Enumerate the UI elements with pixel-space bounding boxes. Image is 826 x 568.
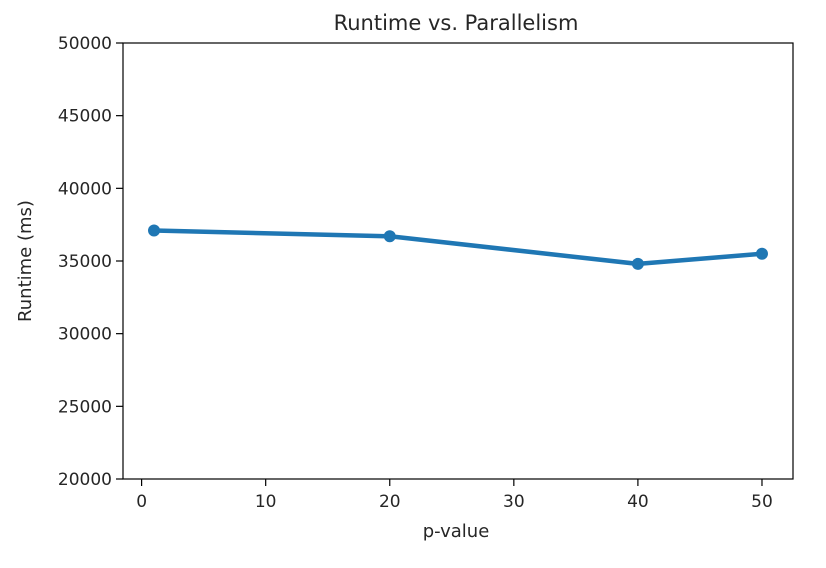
y-tick-label: 35000 xyxy=(58,252,112,272)
y-tick-label: 50000 xyxy=(58,34,112,54)
x-tick-label: 50 xyxy=(751,492,773,512)
y-tick-label: 40000 xyxy=(58,179,112,199)
y-tick-label: 20000 xyxy=(58,470,112,490)
y-axis: 20000 25000 30000 35000 40000 45000 50000 xyxy=(58,34,123,490)
data-point xyxy=(755,247,768,260)
x-axis-label: p-value xyxy=(423,521,490,542)
data-point xyxy=(383,230,396,243)
x-tick-label: 30 xyxy=(503,492,525,512)
x-tick-label: 20 xyxy=(379,492,401,512)
data-point xyxy=(631,257,644,270)
y-tick-label: 30000 xyxy=(58,325,112,345)
chart-title: Runtime vs. Parallelism xyxy=(334,11,579,35)
y-axis-label: Runtime (ms) xyxy=(15,200,36,322)
series-layer xyxy=(148,224,768,270)
data-point xyxy=(148,224,161,237)
x-tick-label: 0 xyxy=(136,492,147,512)
x-tick-label: 40 xyxy=(627,492,649,512)
y-tick-label: 25000 xyxy=(58,397,112,417)
x-tick-label: 10 xyxy=(255,492,277,512)
x-axis: 0 10 20 30 40 50 xyxy=(136,479,773,512)
y-tick-label: 45000 xyxy=(58,107,112,127)
series-line xyxy=(151,228,765,267)
